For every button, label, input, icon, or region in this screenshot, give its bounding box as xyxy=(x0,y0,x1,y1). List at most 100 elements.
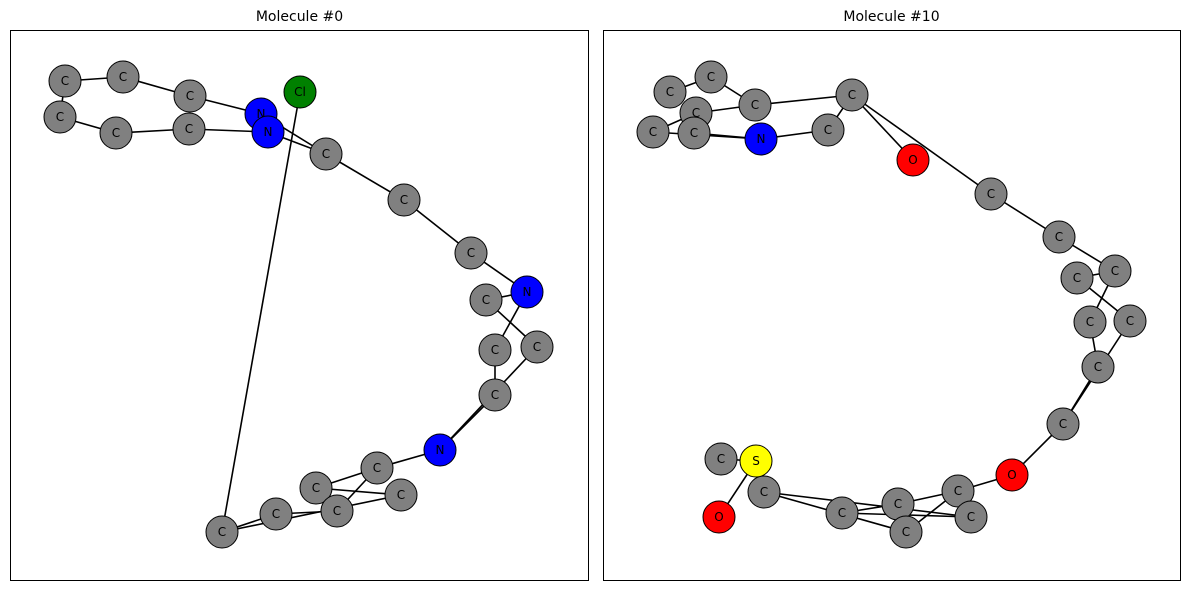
atom-node xyxy=(995,458,1029,492)
atom-node xyxy=(704,442,738,476)
atom-label: O xyxy=(714,510,723,524)
atom-node xyxy=(1046,407,1080,441)
atom-node xyxy=(478,378,512,412)
atom-1-16: C xyxy=(1081,350,1115,384)
atom-label: S xyxy=(752,454,760,468)
atom-node xyxy=(694,60,728,94)
atom-node xyxy=(384,478,418,512)
atom-label: C xyxy=(717,452,725,466)
atom-label: C xyxy=(333,504,341,518)
atom-node xyxy=(309,137,343,171)
atom-label: C xyxy=(322,147,330,161)
atom-node xyxy=(469,283,503,317)
atom-1-24: C xyxy=(747,475,781,509)
atom-node xyxy=(1098,254,1132,288)
atom-node xyxy=(954,500,988,534)
atom-label: C xyxy=(838,506,846,520)
atom-1-6: N xyxy=(744,122,778,156)
atom-0-15: C xyxy=(478,378,512,412)
atom-node xyxy=(702,500,736,534)
atom-label: C xyxy=(482,293,490,307)
atom-label: C xyxy=(491,388,499,402)
atom-1-10: C xyxy=(974,177,1008,211)
bond-0-25 xyxy=(221,91,301,533)
atom-0-16: N xyxy=(423,433,457,467)
atom-1-22: C xyxy=(954,500,988,534)
atom-label: C xyxy=(185,122,193,136)
atom-node xyxy=(896,143,930,177)
atom-label: O xyxy=(908,153,917,167)
atom-label: C xyxy=(119,70,127,84)
atom-1-15: C xyxy=(1073,305,1107,339)
atom-0-1: C xyxy=(106,60,140,94)
atom-node xyxy=(387,183,421,217)
atom-node xyxy=(205,515,239,549)
atom-label: C xyxy=(1126,314,1134,328)
atom-label: C xyxy=(902,525,910,539)
atom-1-13: C xyxy=(1060,261,1094,295)
atom-label: C xyxy=(400,193,408,207)
atom-1-14: C xyxy=(1113,304,1147,338)
bond-1-10 xyxy=(851,94,992,195)
atom-label: Cl xyxy=(294,85,306,99)
atom-0-7: N xyxy=(251,115,285,149)
atom-label: C xyxy=(1059,417,1067,431)
atom-node xyxy=(172,112,206,146)
atom-node xyxy=(653,75,687,109)
atom-label: C xyxy=(690,126,698,140)
atom-node xyxy=(1081,350,1115,384)
atom-node xyxy=(747,475,781,509)
atom-node xyxy=(360,451,394,485)
atom-1-8: C xyxy=(835,78,869,112)
atom-node xyxy=(520,330,554,364)
atom-label: C xyxy=(987,187,995,201)
atom-label: C xyxy=(218,525,226,539)
atom-node xyxy=(739,444,773,478)
atom-node xyxy=(1073,305,1107,339)
bond-0-23 xyxy=(221,494,402,533)
atom-node xyxy=(1060,261,1094,295)
atom-node xyxy=(259,497,293,531)
atom-1-17: C xyxy=(1046,407,1080,441)
atom-node xyxy=(835,78,869,112)
atom-label: C xyxy=(491,343,499,357)
atom-label: N xyxy=(523,285,532,299)
atom-0-17: C xyxy=(360,451,394,485)
atom-node xyxy=(1042,220,1076,254)
atom-1-9: O xyxy=(896,143,930,177)
atom-label: C xyxy=(312,481,320,495)
atom-node xyxy=(811,113,845,147)
atom-label: C xyxy=(1094,360,1102,374)
atom-label: C xyxy=(894,497,902,511)
atom-node xyxy=(251,115,285,149)
atom-label: C xyxy=(397,488,405,502)
atom-0-10: C xyxy=(454,236,488,270)
atom-0-18: C xyxy=(299,471,333,505)
atom-0-19: C xyxy=(384,478,418,512)
atom-label: C xyxy=(649,125,657,139)
atom-0-2: C xyxy=(173,79,207,113)
atom-node xyxy=(974,177,1008,211)
atom-node xyxy=(889,515,923,549)
atom-1-7: C xyxy=(811,113,845,147)
panel-frame-0 xyxy=(10,30,589,581)
atom-1-12: C xyxy=(1098,254,1132,288)
atom-1-1: C xyxy=(694,60,728,94)
atom-node xyxy=(825,496,859,530)
atom-label: C xyxy=(666,85,674,99)
atom-label: C xyxy=(1111,264,1119,278)
bond-layer-0 xyxy=(59,76,538,533)
atom-node xyxy=(43,100,77,134)
atom-1-0: C xyxy=(653,75,687,109)
panel-frame-1 xyxy=(603,30,1181,581)
atom-0-14: C xyxy=(478,333,512,367)
atom-1-11: C xyxy=(1042,220,1076,254)
atom-node xyxy=(106,60,140,94)
atom-0-8: C xyxy=(309,137,343,171)
atom-label: C xyxy=(373,461,381,475)
atom-label: C xyxy=(1086,315,1094,329)
